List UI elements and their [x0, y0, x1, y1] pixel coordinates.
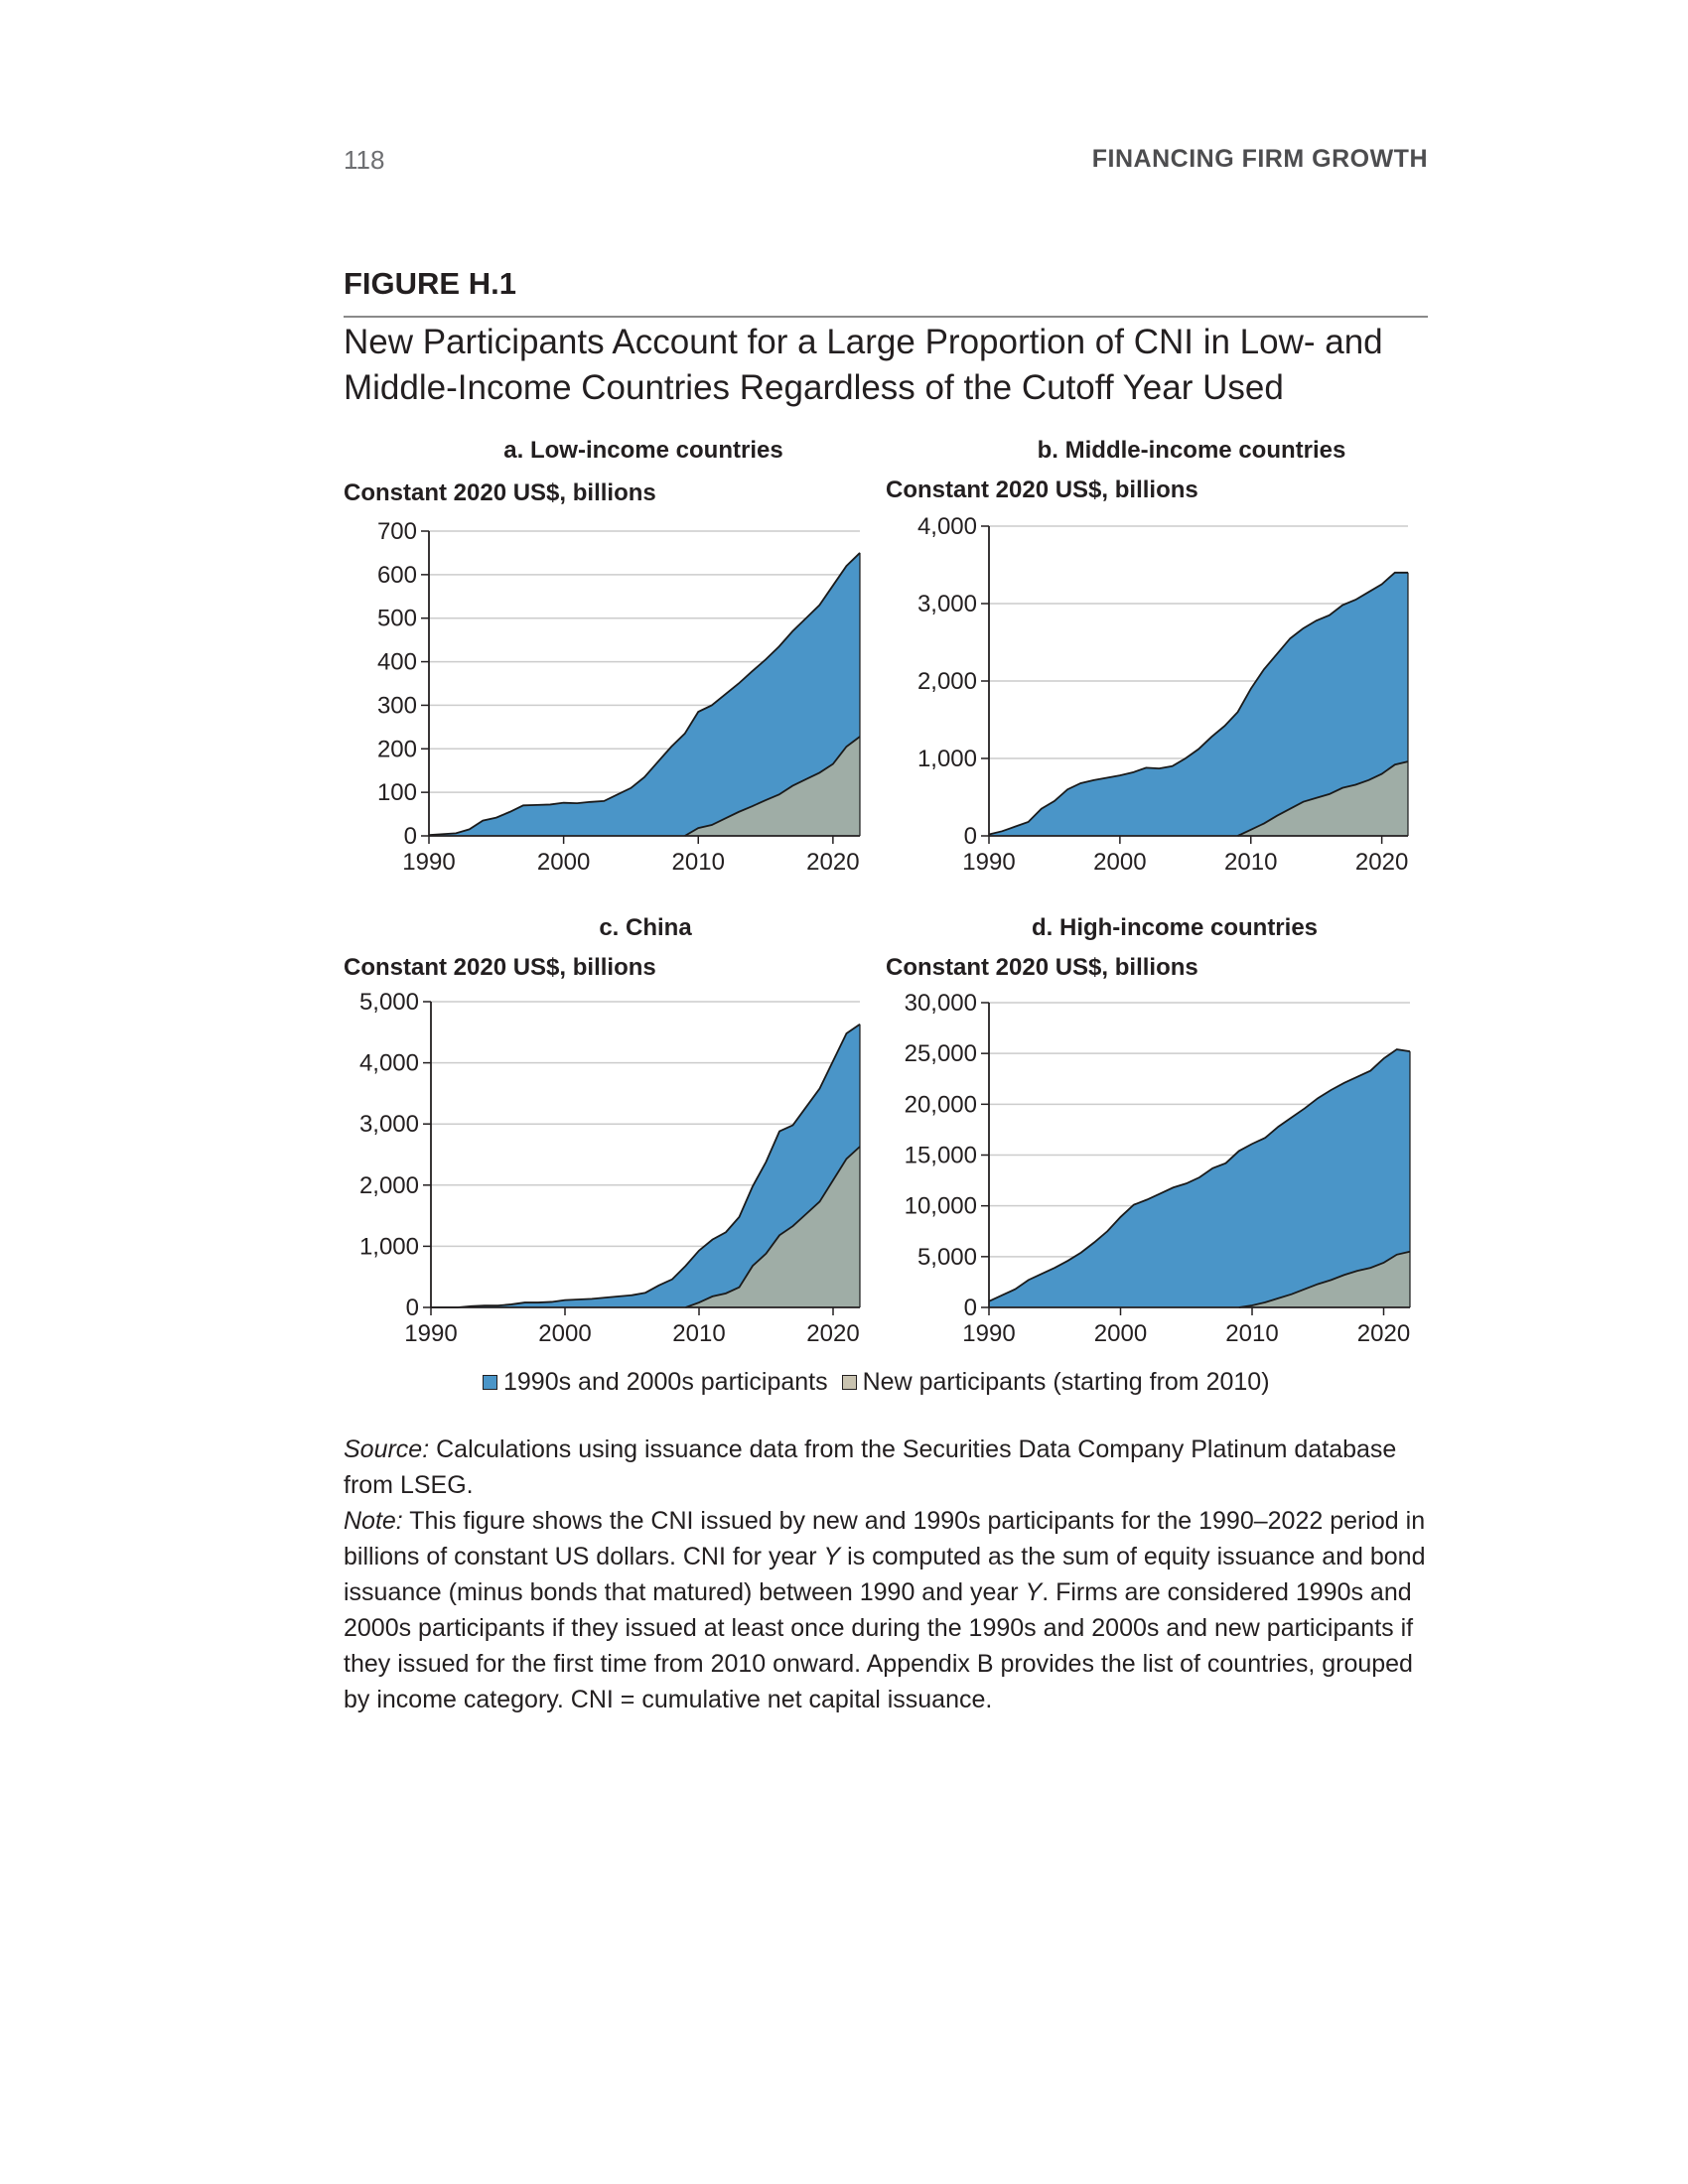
panel-2-xtick-label: 2020 — [1355, 849, 1408, 876]
panel-3-ytick-label: 1,000 — [359, 1233, 419, 1260]
panel-3-line-old-participants — [431, 1024, 861, 1308]
panel-1-ytick-label: 700 — [377, 518, 417, 545]
panel-2-ytick-label: 0 — [964, 823, 977, 850]
panel-3-ytick-label: 0 — [406, 1295, 419, 1321]
panel-4-ytick-label: 25,000 — [905, 1040, 977, 1067]
legend-label-new: New participants (starting from 2010) — [862, 1368, 1270, 1396]
panel-1-ytick-label: 200 — [377, 736, 417, 762]
panel-2-area-old-participants — [989, 572, 1408, 836]
source-note: Source: Calculations using issuance data… — [344, 1432, 1436, 1503]
legend-item-new-participants: New participants (starting from 2010) — [841, 1368, 1270, 1397]
panel-3-xtick-label: 2010 — [672, 1320, 725, 1347]
panel-2-ytick-label: 4,000 — [917, 513, 977, 540]
panel-4-line-new-participants — [1238, 1250, 1411, 1308]
panel-2-ytick-label: 3,000 — [917, 591, 977, 617]
panel-1-ytick-label: 600 — [377, 562, 417, 589]
panel-2-ytick-label: 1,000 — [917, 746, 977, 772]
panel-4-xtick-label: 2010 — [1225, 1320, 1278, 1347]
panel-4-ytick-label: 30,000 — [905, 990, 977, 1017]
panel-1-line-old-participants — [428, 552, 861, 837]
panel-4-line-old-participants — [988, 1048, 1411, 1302]
note-part-1: This figure shows the CNI issued by new … — [344, 1507, 1426, 1570]
panel-2-ytick-label: 2,000 — [917, 668, 977, 695]
note-text: Note: This figure shows the CNI issued b… — [344, 1503, 1436, 1717]
legend-label-old: 1990s and 2000s participants — [503, 1368, 828, 1396]
note-part-2: is computed as the sum of equity issuanc… — [344, 1543, 1426, 1606]
chart-legend: 1990s and 2000s participants New partici… — [483, 1368, 1284, 1397]
panel-2-unit-label: Constant 2020 US$, billions — [886, 477, 1198, 503]
panel-3-xtick-label: 1990 — [404, 1320, 457, 1347]
panel-1-area-new-participants — [429, 737, 860, 836]
panel-2-line-old-participants — [988, 571, 1408, 836]
panel-1-ytick-label: 400 — [377, 649, 417, 676]
panel-1-ytick-label: 100 — [377, 779, 417, 806]
note-variable-y: Y — [823, 1543, 841, 1570]
source-text: Calculations using issuance data from th… — [344, 1435, 1397, 1499]
panel-3-unit-label: Constant 2020 US$, billions — [344, 954, 656, 981]
panel-3-area-old-participants — [431, 1024, 860, 1307]
note-part-3: . Firms are considered 1990s and 2000s p… — [344, 1578, 1414, 1713]
figure-notes: Source: Calculations using issuance data… — [344, 1432, 1436, 1717]
panel-1-ytick-label: 500 — [377, 606, 417, 632]
figure-title: New Participants Account for a Large Pro… — [344, 323, 1383, 407]
panel-3-xtick-label: 2020 — [806, 1320, 859, 1347]
panel-3-title: c. China — [599, 914, 692, 941]
panel-4-ytick-label: 5,000 — [917, 1244, 977, 1271]
panel-4-ytick-label: 0 — [964, 1295, 977, 1321]
panel-2-area-new-participants — [989, 761, 1408, 836]
legend-swatch-old — [483, 1375, 497, 1390]
panel-1-ytick-label: 0 — [404, 823, 417, 850]
panel-1-xtick-label: 2000 — [537, 849, 590, 876]
panel-3-ytick-label: 2,000 — [359, 1172, 419, 1199]
panel-3-line-new-participants — [685, 1146, 861, 1308]
panel-2-title: b. Middle-income countries — [1038, 437, 1346, 464]
running-head: FINANCING FIRM GROWTH — [1091, 145, 1428, 173]
panel-1-line-new-participants — [684, 736, 861, 837]
source-label: Source: — [344, 1435, 430, 1463]
figure-label: FIGURE H.1 — [344, 266, 516, 301]
panel-2-xtick-label: 1990 — [962, 849, 1015, 876]
panel-2-line-new-participants — [1237, 760, 1409, 837]
panel-4-ytick-label: 15,000 — [905, 1143, 977, 1169]
legend-swatch-new — [841, 1375, 857, 1390]
panel-3-ytick-label: 3,000 — [359, 1111, 419, 1138]
page-number: 118 — [344, 145, 385, 175]
chart-panels: a. Low-income countries Constant 2020 US$… — [344, 437, 1411, 1347]
panel-4-area-new-participants — [989, 1251, 1410, 1307]
panel-4-xtick-label: 2000 — [1094, 1320, 1147, 1347]
panel-2-xtick-label: 2000 — [1093, 849, 1146, 876]
panel-4-ytick-label: 20,000 — [905, 1091, 977, 1118]
legend-item-old-participants: 1990s and 2000s participants — [483, 1368, 828, 1397]
panel-1-title: a. Low-income countries — [503, 437, 782, 464]
panel-3-ytick-label: 4,000 — [359, 1050, 419, 1077]
panel-4-unit-label: Constant 2020 US$, billions — [886, 954, 1198, 981]
panel-4-xtick-label: 1990 — [962, 1320, 1015, 1347]
panel-3-ytick-label: 5,000 — [359, 989, 419, 1016]
note-label: Note: — [344, 1507, 403, 1535]
panel-2-xtick-label: 2010 — [1224, 849, 1277, 876]
panel-1-xtick-label: 2020 — [806, 849, 859, 876]
panel-1-ytick-label: 300 — [377, 692, 417, 719]
panel-1-xtick-label: 2010 — [672, 849, 725, 876]
panel-4-title: d. High-income countries — [1032, 914, 1318, 941]
panel-1-unit-label: Constant 2020 US$, billions — [344, 479, 656, 506]
panel-4-xtick-label: 2020 — [1357, 1320, 1410, 1347]
panel-1-xtick-label: 1990 — [402, 849, 455, 876]
panel-3-xtick-label: 2000 — [538, 1320, 591, 1347]
note-variable-y-2: Y — [1025, 1578, 1043, 1606]
panel-1-area-old-participants — [429, 552, 860, 836]
figure-divider — [344, 316, 1428, 318]
panel-4-ytick-label: 10,000 — [905, 1193, 977, 1220]
